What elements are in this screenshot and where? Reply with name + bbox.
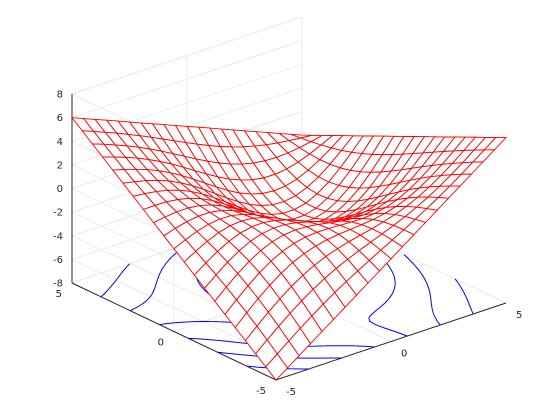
tick-labels: -8 -6 -4 -2 0 2 4 6 8 -5 0 5 -5 0 5 <box>53 90 522 399</box>
mesh-cell <box>265 353 289 381</box>
z-tick-label: 4 <box>57 137 63 148</box>
surface-mesh <box>71 117 508 381</box>
y-tick-label: 0 <box>158 338 164 349</box>
contour-line <box>100 263 474 315</box>
z-tick-label: -4 <box>53 231 63 242</box>
x-tick-label: 0 <box>401 349 407 360</box>
z-tick-label: -2 <box>53 208 63 219</box>
z-tick-label: 8 <box>57 90 63 101</box>
z-tick-label: -8 <box>53 279 63 290</box>
y-tick-label: -5 <box>256 386 266 397</box>
z-tick-label: 6 <box>57 113 63 124</box>
x-tick-label: -5 <box>286 387 296 398</box>
y-tick-label: 5 <box>56 289 62 300</box>
x-tick-label: 5 <box>516 310 522 321</box>
z-tick-label: 0 <box>57 184 63 195</box>
z-tick-label: 2 <box>57 160 63 171</box>
z-tick-label: -6 <box>53 255 63 266</box>
